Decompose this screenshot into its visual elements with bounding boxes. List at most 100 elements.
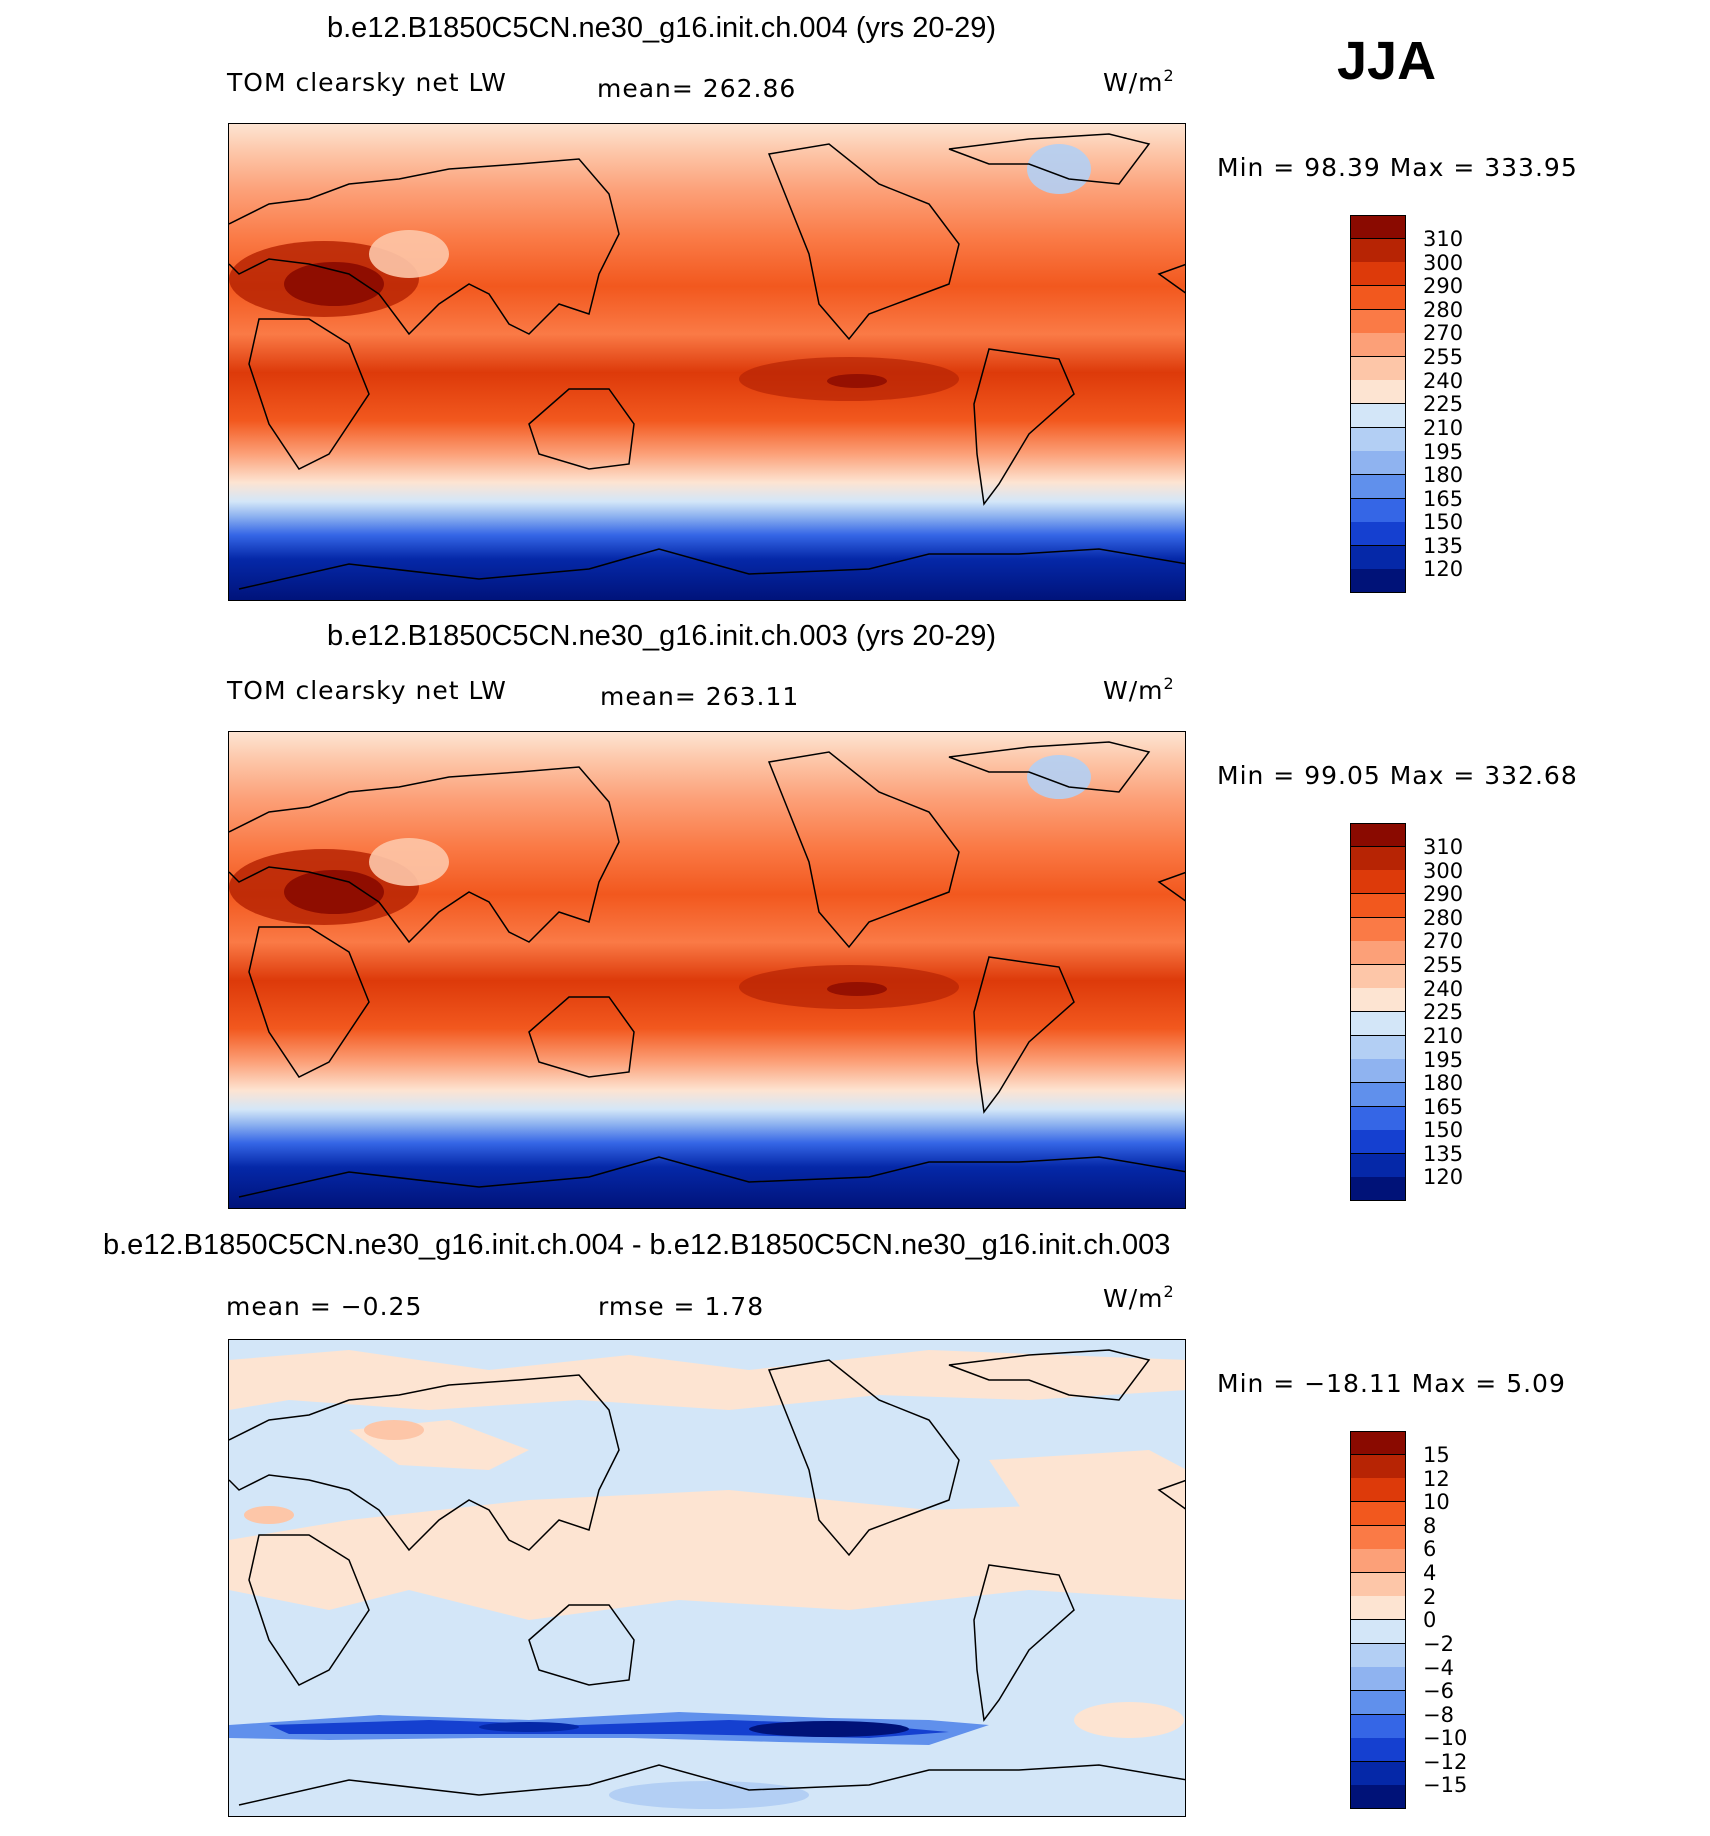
panel1-colorbar-cell	[1350, 333, 1406, 358]
panel2-colorbar-cell	[1350, 1177, 1406, 1201]
panel1-colorbar-cell	[1350, 238, 1406, 263]
panel3-colorbar-label: −4	[1423, 1656, 1454, 1680]
panel1-colorbar-cell	[1350, 474, 1406, 499]
panel3-colorbar-label: −12	[1423, 1750, 1468, 1774]
panel2-colorbar-label: 195	[1423, 1048, 1464, 1072]
panel3-colorbar-label: 15	[1423, 1443, 1450, 1467]
panel1-colorbar-cell	[1350, 262, 1406, 287]
panel2-colorbar-label: 280	[1423, 906, 1464, 930]
panel1-colorbar-label: 165	[1423, 487, 1464, 511]
panel1-colorbar-label: 270	[1423, 321, 1464, 345]
panel1-colorbar-label: 290	[1423, 274, 1464, 298]
panel3-colorbar-label: 4	[1423, 1561, 1437, 1585]
panel3-colorbar-label: 12	[1423, 1467, 1450, 1491]
panel2-colorbar-cell	[1350, 1012, 1406, 1036]
panel2-colorbar-cell	[1350, 1082, 1406, 1107]
panel3-colorbar-label: 10	[1423, 1490, 1450, 1514]
panel3-colorbar-label: −2	[1423, 1632, 1454, 1656]
panel1-colorbar	[1350, 215, 1406, 593]
panel2-colorbar-cell	[1350, 988, 1406, 1013]
panel2-colorbar-cell	[1350, 846, 1406, 871]
panel3-colorbar-label: −6	[1423, 1679, 1454, 1703]
panel1-colorbar-label: 240	[1423, 369, 1464, 393]
panel2-colorbar-label: 240	[1423, 977, 1464, 1001]
panel2-map	[228, 731, 1186, 1209]
panel2-colorbar-label: 120	[1423, 1165, 1464, 1189]
panel2-variable-label: TOM clearsky net LW	[227, 676, 507, 705]
panel3-units: W/m2	[1103, 1282, 1175, 1313]
panel1-colorbar-cell	[1350, 427, 1406, 452]
panel2-minmax: Min = 99.05 Max = 332.68	[1217, 761, 1578, 790]
panel2-colorbar-label: 290	[1423, 882, 1464, 906]
panel1-colorbar-cell	[1350, 569, 1406, 593]
panel3-colorbar-cell	[1350, 1643, 1406, 1668]
panel3-colorbar-label: 6	[1423, 1537, 1437, 1561]
panel3-colorbar-cell	[1350, 1454, 1406, 1479]
panel3-colorbar-label: 8	[1423, 1514, 1437, 1538]
panel3-colorbar-label: 2	[1423, 1585, 1437, 1609]
panel1-colorbar-cell	[1350, 309, 1406, 334]
panel3-colorbar-label: −10	[1423, 1726, 1468, 1750]
panel1-colorbar-label: 310	[1423, 227, 1464, 251]
panel3-colorbar-cell	[1350, 1501, 1406, 1526]
panel1-units: W/m2	[1103, 66, 1175, 97]
panel2-colorbar-label: 225	[1423, 1000, 1464, 1024]
panel3-colorbar-cell	[1350, 1596, 1406, 1621]
panel3-colorbar-cell	[1350, 1667, 1406, 1692]
panel1-colorbar-label: 150	[1423, 510, 1464, 534]
panel1-colorbar-cell	[1350, 404, 1406, 428]
panel2-colorbar-cell	[1350, 964, 1406, 989]
panel1-minmax: Min = 98.39 Max = 333.95	[1217, 153, 1578, 182]
panel2-colorbar-label: 255	[1423, 953, 1464, 977]
panel1-colorbar-label: 210	[1423, 416, 1464, 440]
panel1-colorbar-label: 195	[1423, 440, 1464, 464]
panel3-colorbar-cell	[1350, 1478, 1406, 1503]
panel3-colorbar-label: −8	[1423, 1703, 1454, 1727]
panel2-colorbar-cell	[1350, 1130, 1406, 1155]
panel3-rmse-label: rmse = 1.78	[598, 1292, 765, 1321]
panel1-colorbar-label: 280	[1423, 298, 1464, 322]
panel2-colorbar-cell	[1350, 823, 1406, 847]
panel1-map-svg	[229, 124, 1185, 600]
panel2-colorbar-label: 165	[1423, 1095, 1464, 1119]
panel3-colorbar-label: −15	[1423, 1773, 1468, 1797]
panel1-colorbar-label: 225	[1423, 392, 1464, 416]
panel2-mean-label: mean= 263.11	[600, 682, 800, 711]
panel2-colorbar-label: 270	[1423, 929, 1464, 953]
panel1-colorbar-cell	[1350, 545, 1406, 570]
panel2-colorbar-label: 135	[1423, 1142, 1464, 1166]
panel3-colorbar-cell	[1350, 1785, 1406, 1809]
panel3-colorbar-cell	[1350, 1690, 1406, 1715]
panel1-colorbar-label: 300	[1423, 251, 1464, 275]
panel1-colorbar-cell	[1350, 285, 1406, 310]
panel1-mean-label: mean= 262.86	[597, 74, 797, 103]
panel2-colorbar-label: 210	[1423, 1024, 1464, 1048]
panel2-colorbar-cell	[1350, 1059, 1406, 1084]
panel2-units: W/m2	[1103, 674, 1175, 705]
panel1-colorbar-cell	[1350, 215, 1406, 239]
panel3-colorbar-cell	[1350, 1525, 1406, 1550]
panel3-colorbar-label: 0	[1423, 1608, 1437, 1632]
panel3-colorbar	[1350, 1431, 1406, 1809]
panel1-map	[228, 123, 1186, 601]
panel1-colorbar-cell	[1350, 356, 1406, 381]
panel2-colorbar-label: 310	[1423, 835, 1464, 859]
panel1-colorbar-cell	[1350, 451, 1406, 476]
panel1-colorbar-label: 120	[1423, 557, 1464, 581]
panel2-map-svg	[229, 732, 1185, 1208]
panel3-colorbar-cell	[1350, 1761, 1406, 1786]
panel2-colorbar-label: 180	[1423, 1071, 1464, 1095]
panel3-colorbar-cell	[1350, 1738, 1406, 1763]
panel2-title: b.e12.B1850C5CN.ne30_g16.init.ch.003 (yr…	[327, 620, 997, 652]
panel1-colorbar-label: 255	[1423, 345, 1464, 369]
panel2-colorbar	[1350, 823, 1406, 1201]
panel2-colorbar-label: 150	[1423, 1118, 1464, 1142]
panel3-title: b.e12.B1850C5CN.ne30_g16.init.ch.004 - b…	[103, 1229, 1171, 1261]
panel3-colorbar-cell	[1350, 1620, 1406, 1644]
panel3-colorbar-cell	[1350, 1549, 1406, 1574]
panel3-map	[228, 1339, 1186, 1817]
panel2-colorbar-cell	[1350, 870, 1406, 895]
panel3-map-svg	[229, 1340, 1185, 1816]
panel1-colorbar-label: 135	[1423, 534, 1464, 558]
panel2-colorbar-cell	[1350, 893, 1406, 918]
